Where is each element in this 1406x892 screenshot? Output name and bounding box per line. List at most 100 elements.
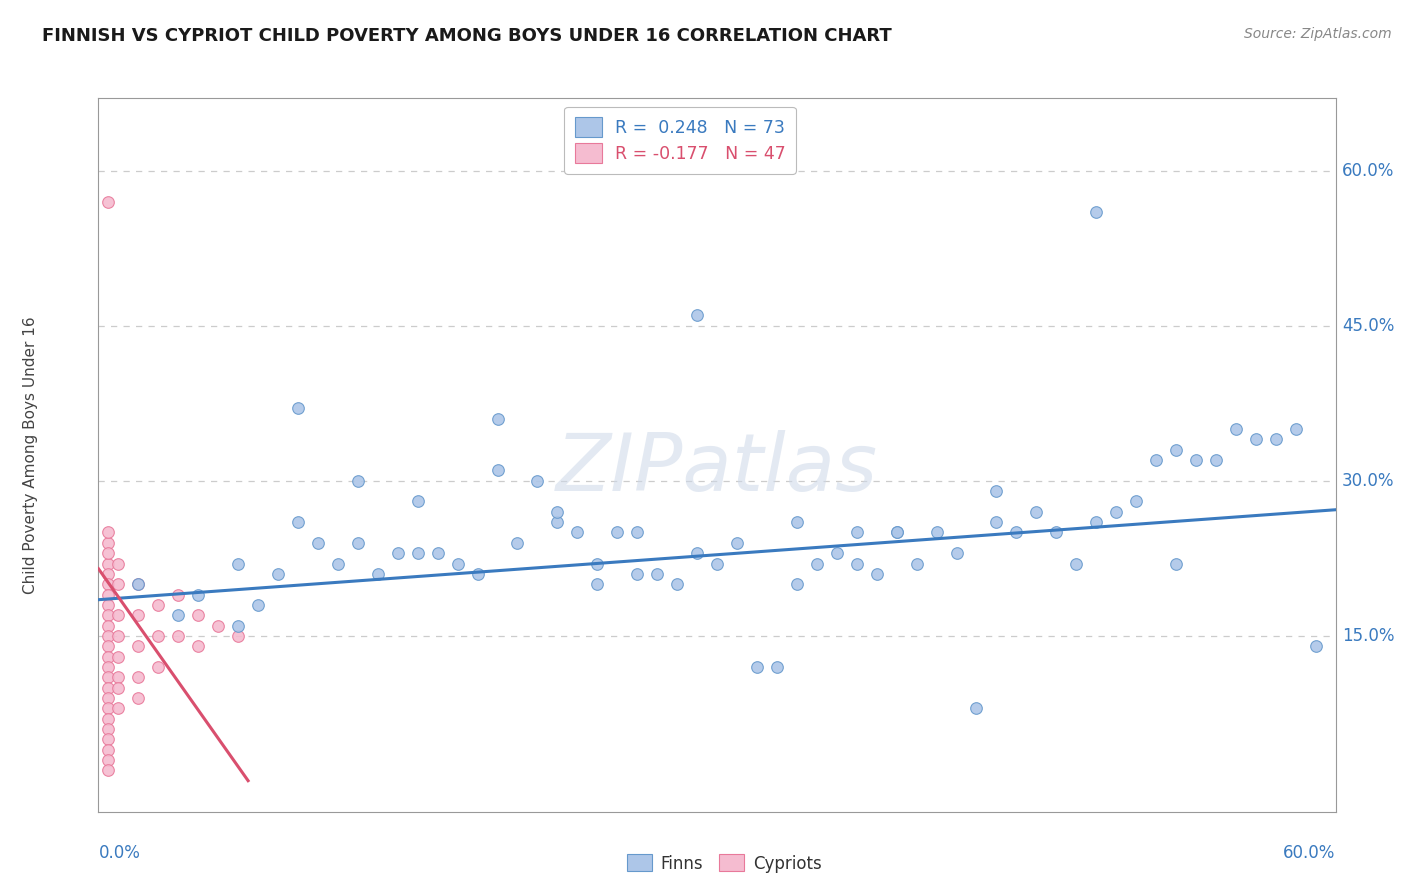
Text: ZIPatlas: ZIPatlas <box>555 430 879 508</box>
Point <box>247 598 270 612</box>
Point <box>786 515 808 529</box>
Text: Child Poverty Among Boys Under 16: Child Poverty Among Boys Under 16 <box>22 316 38 594</box>
Point <box>1285 422 1308 436</box>
Point <box>97 618 120 632</box>
Point <box>467 566 489 581</box>
Point <box>886 525 908 540</box>
Point <box>97 722 120 736</box>
Point <box>226 557 249 571</box>
Point <box>686 308 709 322</box>
Point <box>1144 453 1167 467</box>
Point <box>127 690 149 705</box>
Point <box>97 701 120 715</box>
Legend: Finns, Cypriots: Finns, Cypriots <box>620 847 828 880</box>
Point <box>127 670 149 684</box>
Point <box>1264 433 1286 447</box>
Point <box>666 577 689 591</box>
Point <box>107 608 129 623</box>
Point <box>567 525 589 540</box>
Point <box>187 639 209 653</box>
Point <box>387 546 409 560</box>
Point <box>1105 505 1128 519</box>
Point <box>406 494 429 508</box>
Point <box>107 557 129 571</box>
Point <box>1244 433 1267 447</box>
Point <box>905 557 928 571</box>
Point <box>226 618 249 632</box>
Point <box>97 742 120 756</box>
Point <box>626 525 648 540</box>
Point <box>1164 442 1187 457</box>
Point <box>1125 494 1147 508</box>
Point <box>97 566 120 581</box>
Point <box>806 557 828 571</box>
Point <box>127 577 149 591</box>
Text: Source: ZipAtlas.com: Source: ZipAtlas.com <box>1244 27 1392 41</box>
Point <box>606 525 628 540</box>
Point <box>347 474 370 488</box>
Point <box>97 753 120 767</box>
Point <box>586 557 609 571</box>
Point <box>347 536 370 550</box>
Point <box>526 474 548 488</box>
Point <box>586 577 609 591</box>
Point <box>825 546 848 560</box>
Point <box>107 577 129 591</box>
Point <box>97 536 120 550</box>
Point <box>925 525 948 540</box>
Point <box>97 577 120 591</box>
Point <box>1164 557 1187 571</box>
Point <box>107 629 129 643</box>
Point <box>207 618 229 632</box>
Point <box>986 484 1008 499</box>
Text: 45.0%: 45.0% <box>1341 317 1395 334</box>
Point <box>506 536 529 550</box>
Text: 0.0%: 0.0% <box>98 844 141 862</box>
Point <box>167 608 190 623</box>
Point <box>307 536 329 550</box>
Point <box>127 577 149 591</box>
Point <box>287 515 309 529</box>
Point <box>1185 453 1208 467</box>
Point <box>745 660 768 674</box>
Point <box>97 546 120 560</box>
Point <box>645 566 668 581</box>
Point <box>1085 515 1108 529</box>
Point <box>187 608 209 623</box>
Point <box>97 732 120 747</box>
Point <box>97 681 120 695</box>
Text: 60.0%: 60.0% <box>1341 161 1395 179</box>
Point <box>866 566 889 581</box>
Point <box>1205 453 1227 467</box>
Point <box>97 639 120 653</box>
Point <box>406 546 429 560</box>
Point <box>786 577 808 591</box>
Text: 15.0%: 15.0% <box>1341 627 1395 645</box>
Point <box>486 411 509 425</box>
Point <box>97 608 120 623</box>
Point <box>97 712 120 726</box>
Point <box>966 701 988 715</box>
Point <box>686 546 709 560</box>
Text: 60.0%: 60.0% <box>1284 844 1336 862</box>
Point <box>148 660 170 674</box>
Point <box>426 546 449 560</box>
Point <box>97 670 120 684</box>
Point <box>127 608 149 623</box>
Point <box>97 588 120 602</box>
Point <box>886 525 908 540</box>
Point <box>486 463 509 477</box>
Point <box>706 557 728 571</box>
Point <box>148 598 170 612</box>
Point <box>1225 422 1247 436</box>
Point <box>1025 505 1047 519</box>
Text: FINNISH VS CYPRIOT CHILD POVERTY AMONG BOYS UNDER 16 CORRELATION CHART: FINNISH VS CYPRIOT CHILD POVERTY AMONG B… <box>42 27 891 45</box>
Point <box>167 588 190 602</box>
Point <box>626 566 648 581</box>
Point <box>1064 557 1087 571</box>
Point <box>97 629 120 643</box>
Point <box>97 764 120 778</box>
Point <box>187 588 209 602</box>
Point <box>986 515 1008 529</box>
Point <box>1085 205 1108 219</box>
